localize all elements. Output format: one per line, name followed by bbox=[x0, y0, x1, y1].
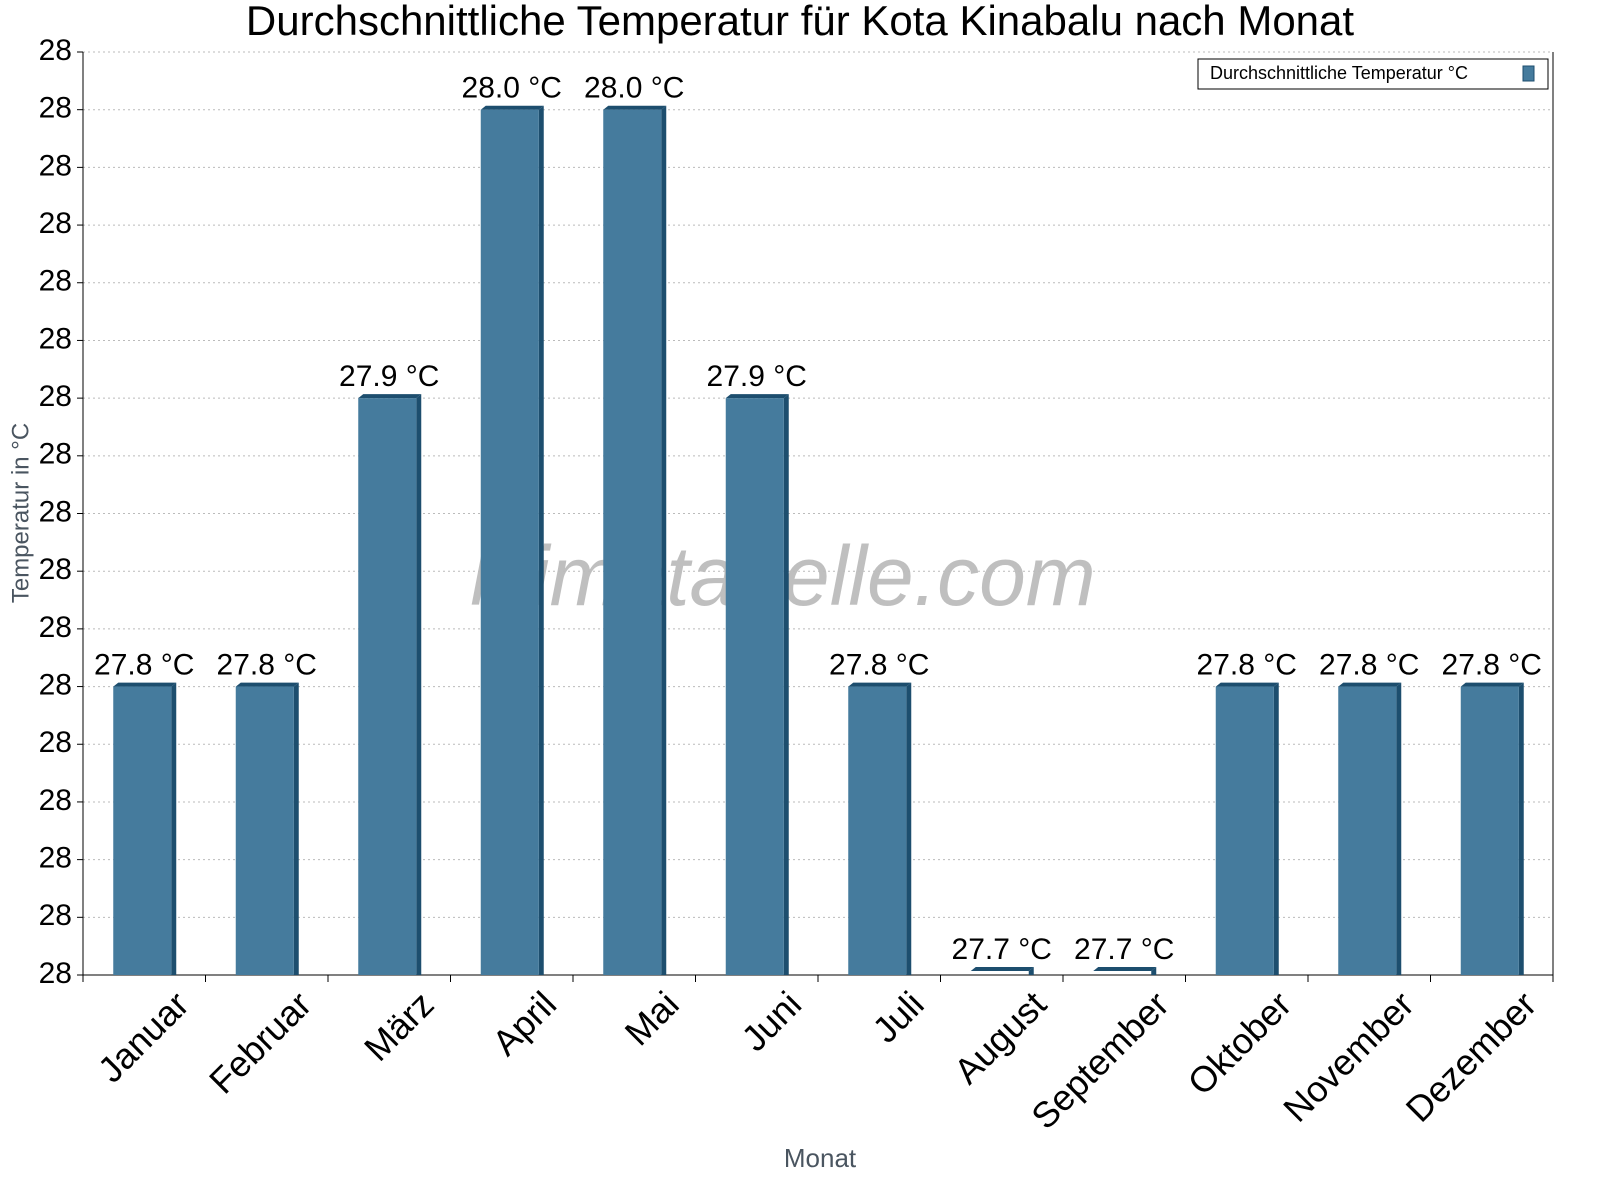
bar-group bbox=[1460, 682, 1524, 975]
bar bbox=[480, 109, 539, 975]
bar-side bbox=[1273, 682, 1279, 975]
bar-top bbox=[358, 394, 422, 399]
x-tick-label: Mai bbox=[617, 983, 687, 1053]
bar-top bbox=[1460, 682, 1524, 687]
bar-side bbox=[538, 105, 544, 975]
x-tick-label: Juli bbox=[864, 983, 931, 1050]
value-label: 27.9 °C bbox=[707, 360, 807, 393]
bar-side bbox=[1028, 967, 1034, 975]
y-tick-label: 28 bbox=[39, 265, 72, 298]
value-label: 27.8 °C bbox=[829, 648, 929, 681]
value-label: 27.9 °C bbox=[339, 360, 439, 393]
bar-group bbox=[970, 967, 1034, 975]
y-tick-label: 28 bbox=[39, 92, 72, 125]
bar bbox=[603, 109, 662, 975]
bar-group bbox=[358, 394, 422, 975]
bar-top bbox=[235, 682, 299, 687]
y-tick-label: 28 bbox=[39, 149, 72, 182]
y-tick-label: 28 bbox=[39, 611, 72, 644]
bar bbox=[358, 398, 417, 975]
value-label: 27.7 °C bbox=[952, 933, 1052, 966]
x-axis-label: Monat bbox=[784, 1143, 857, 1173]
y-tick-label: 28 bbox=[39, 34, 72, 67]
y-tick-label: 28 bbox=[39, 380, 72, 413]
bar-group bbox=[1215, 682, 1279, 975]
bar-top bbox=[725, 394, 789, 399]
y-tick-label: 28 bbox=[39, 207, 72, 240]
y-tick-label: 28 bbox=[39, 899, 72, 932]
x-tick-label: Oktober bbox=[1180, 983, 1300, 1103]
x-tick-label: Juni bbox=[733, 983, 809, 1059]
bar bbox=[1338, 686, 1397, 975]
y-tick-label: 28 bbox=[39, 784, 72, 817]
bar-top bbox=[480, 105, 544, 110]
bar-group bbox=[480, 105, 544, 975]
bar-group bbox=[113, 682, 177, 975]
y-tick-label: 28 bbox=[39, 957, 72, 990]
value-label: 27.8 °C bbox=[94, 648, 194, 681]
bar-side bbox=[293, 682, 299, 975]
y-tick-label: 28 bbox=[39, 553, 72, 586]
bar-side bbox=[783, 394, 789, 975]
bar-side bbox=[171, 682, 177, 975]
bar-group bbox=[235, 682, 299, 975]
bar bbox=[725, 398, 784, 975]
bar bbox=[1215, 686, 1274, 975]
bar bbox=[1460, 686, 1519, 975]
bar-top bbox=[848, 682, 912, 687]
y-tick-label: 28 bbox=[39, 726, 72, 759]
legend-label: Durchschnittliche Temperatur °C bbox=[1210, 63, 1468, 83]
bar-group bbox=[725, 394, 789, 975]
x-tick-label: Januar bbox=[90, 983, 197, 1090]
value-label: 27.8 °C bbox=[1197, 648, 1297, 681]
bar-side bbox=[661, 105, 667, 975]
bar-top bbox=[1215, 682, 1279, 687]
y-tick-label: 28 bbox=[39, 495, 72, 528]
chart-title: Durchschnittliche Temperatur für Kota Ki… bbox=[246, 0, 1354, 44]
bar-top bbox=[603, 105, 667, 110]
x-tick-label: November bbox=[1275, 983, 1421, 1129]
y-axis-label: Temperatur in °C bbox=[7, 423, 34, 603]
bar-group bbox=[1093, 967, 1157, 975]
bar-top bbox=[1338, 682, 1402, 687]
y-tick-label: 28 bbox=[39, 438, 72, 471]
bar bbox=[113, 686, 172, 975]
bar-group bbox=[1338, 682, 1402, 975]
legend-box bbox=[1197, 58, 1549, 90]
x-tick-label: März bbox=[356, 983, 442, 1069]
value-label: 27.7 °C bbox=[1074, 933, 1174, 966]
value-label: 27.8 °C bbox=[217, 648, 317, 681]
bar bbox=[848, 686, 907, 975]
bar-top bbox=[970, 967, 1034, 971]
bar-group bbox=[603, 105, 667, 975]
bar-top bbox=[1093, 967, 1157, 971]
value-label: 27.8 °C bbox=[1319, 648, 1419, 681]
y-tick-label: 28 bbox=[39, 668, 72, 701]
bar-side bbox=[906, 682, 912, 975]
x-tick-label: April bbox=[484, 983, 564, 1063]
y-tick-label: 28 bbox=[39, 322, 72, 355]
bar bbox=[235, 686, 294, 975]
bar-side bbox=[1518, 682, 1524, 975]
bar-side bbox=[1151, 967, 1157, 975]
bar-group bbox=[848, 682, 912, 975]
bar-top bbox=[113, 682, 177, 687]
y-tick-label: 28 bbox=[39, 842, 72, 875]
legend-swatch bbox=[1522, 65, 1535, 82]
x-tick-label: Februar bbox=[201, 983, 319, 1101]
value-label: 28.0 °C bbox=[584, 72, 684, 105]
x-tick-label: August bbox=[946, 983, 1054, 1091]
value-label: 28.0 °C bbox=[462, 72, 562, 105]
value-label: 27.8 °C bbox=[1442, 648, 1542, 681]
bar-side bbox=[1396, 682, 1402, 975]
bar-side bbox=[416, 394, 422, 975]
x-tick-label: Dezember bbox=[1398, 983, 1544, 1129]
